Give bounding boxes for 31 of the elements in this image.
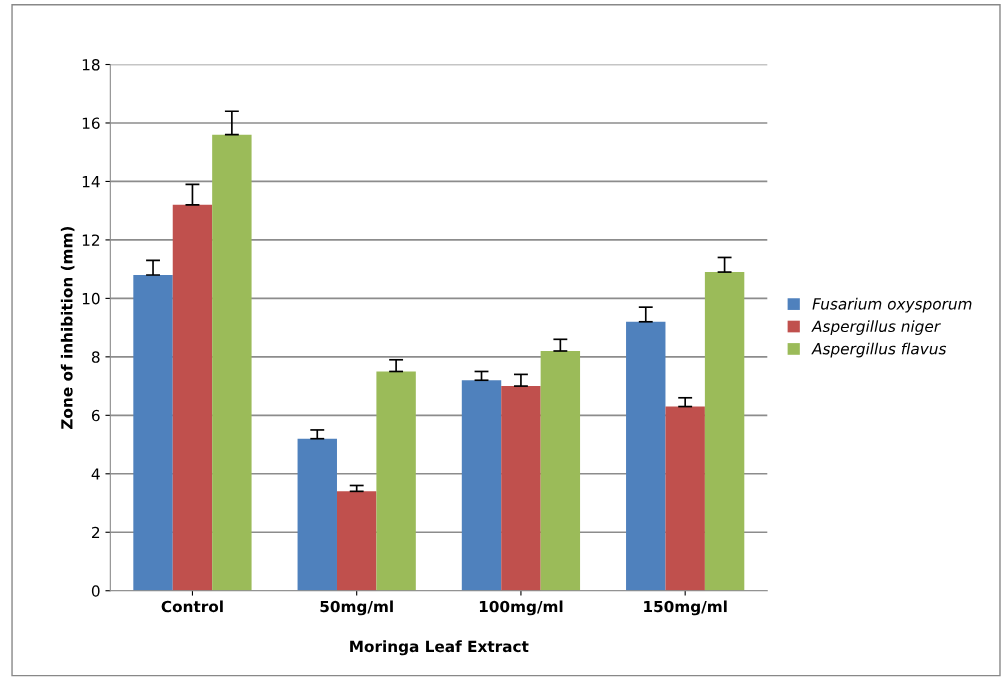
x-tick-label: Control <box>161 600 223 613</box>
bar <box>133 274 173 591</box>
bar <box>336 491 377 591</box>
y-tick-label: 4 <box>91 468 100 480</box>
y-tick-label: 16 <box>82 117 100 129</box>
bar <box>540 351 581 591</box>
y-tick-label: 8 <box>91 351 100 363</box>
legend-label: Aspergillus niger <box>811 320 941 336</box>
x-tick-label: 50mg/ml <box>320 600 393 616</box>
bar <box>626 321 666 591</box>
x-tick-label: 100mg/ml <box>479 600 563 616</box>
x-axis-title: Moringa Leaf Extract <box>350 640 529 656</box>
bar <box>172 204 213 591</box>
y-tick-label: 18 <box>82 58 100 71</box>
y-tick-label: 2 <box>92 526 100 539</box>
y-tick-label: 10 <box>82 292 100 305</box>
y-tick-label: 12 <box>82 234 100 246</box>
y-axis-title: Zone of inhibition (mm) <box>60 226 75 429</box>
bar <box>297 438 337 591</box>
y-tick-label: 0 <box>91 585 100 597</box>
bar <box>461 380 502 591</box>
y-tick-label: 14 <box>82 176 100 188</box>
bar <box>212 134 252 591</box>
legend-label: Fusarium oxysporum <box>812 297 972 313</box>
bar <box>501 386 541 591</box>
bar <box>665 406 705 591</box>
legend-label: Aspergillus flavus <box>811 342 947 358</box>
bar <box>376 371 416 591</box>
x-tick-label: 150mg/ml <box>644 600 727 616</box>
bar <box>704 272 745 591</box>
y-tick-label: 6 <box>91 409 100 422</box>
